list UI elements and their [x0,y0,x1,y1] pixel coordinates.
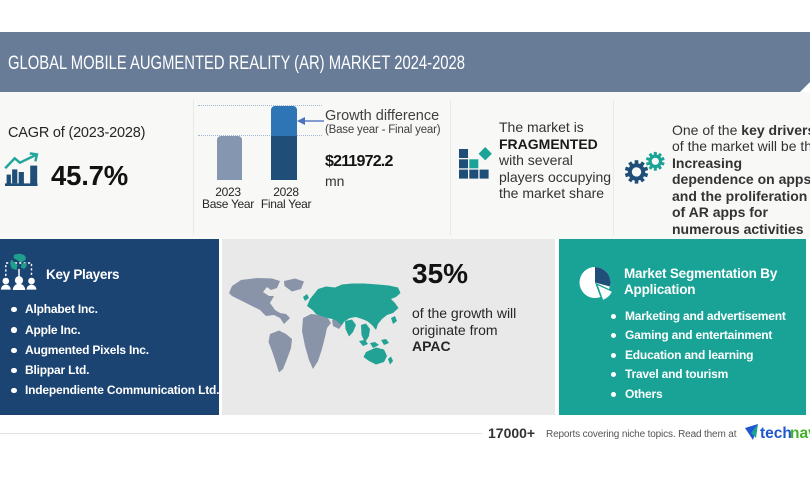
svg-text:tech: tech [760,425,792,442]
svg-text:navi: navi [790,425,810,442]
svg-text:GLOBAL MOBILE AUGMENTED REALIT: GLOBAL MOBILE AUGMENTED REALITY (AR) MAR… [8,53,465,74]
